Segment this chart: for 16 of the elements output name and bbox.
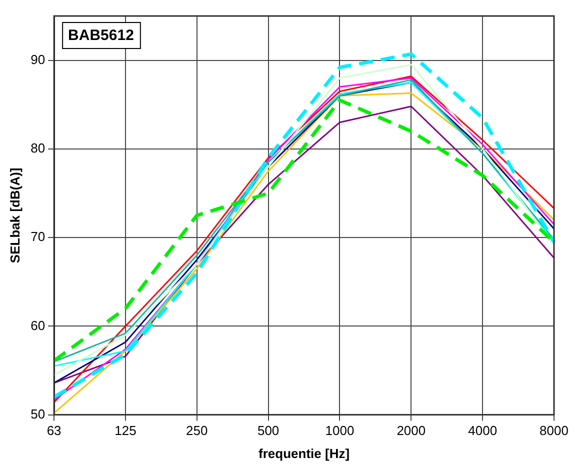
y-tick-label: 60	[30, 318, 46, 333]
y-axis-title: SELbak [dB(A)]	[7, 168, 22, 264]
y-tick-label: 80	[30, 140, 46, 156]
x-tick-label: 125	[114, 423, 136, 438]
x-tick-label: 8000	[540, 423, 568, 438]
x-tick-label: 2000	[396, 423, 426, 438]
annotation: BAB5612	[68, 27, 134, 44]
x-tick-label: 1000	[325, 423, 354, 438]
x-tick-label: 63	[46, 423, 62, 438]
x-tick-label: 500	[257, 423, 280, 438]
x-tick-label: 4000	[468, 423, 498, 438]
y-tick-label: 70	[30, 229, 46, 244]
x-axis-title: frequentie [Hz]	[258, 446, 350, 461]
y-tick-label: 50	[30, 406, 46, 422]
y-tick-label: 90	[30, 52, 46, 67]
x-tick-label: 250	[186, 423, 208, 438]
